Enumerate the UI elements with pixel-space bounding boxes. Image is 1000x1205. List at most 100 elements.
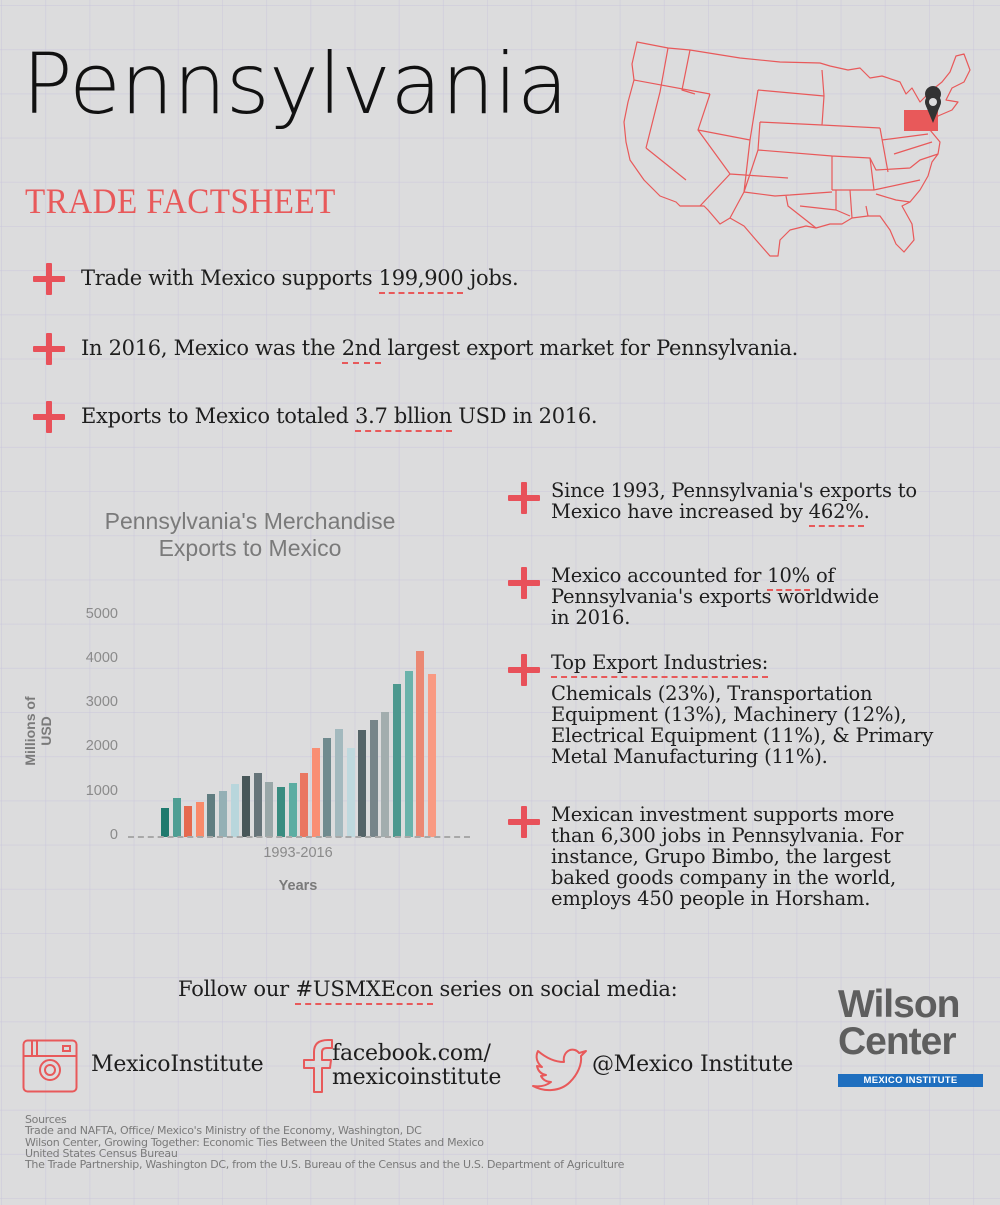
bar-2008 (335, 728, 343, 837)
twitter-handle[interactable]: @Mexico Institute (592, 1052, 794, 1077)
fact-line: instance, Grupo Bimbo, the largest (551, 845, 891, 868)
bar-2005 (300, 773, 309, 837)
fact-text: Mexico accounted for (551, 564, 768, 587)
follow-pre: Follow our (178, 977, 296, 1001)
instagram-handle[interactable]: MexicoInstitute (91, 1052, 264, 1077)
fact-export-growth: Since 1993, Pennsylvania's exports to Me… (508, 479, 978, 527)
fact-text: Mexico have increased by (551, 500, 809, 523)
fact-line: Mexican investment supports more (551, 803, 895, 826)
sources: Sources Trade and NAFTA, Office/ Mexico'… (25, 1113, 624, 1171)
chart-title-line: Pennsylvania's Merchandise (104, 508, 396, 534)
fact-text: jobs. (463, 266, 519, 290)
bar-2015 (416, 651, 425, 837)
sources-heading: Sources (25, 1113, 67, 1126)
bar-2009 (346, 747, 355, 837)
bar-2012 (381, 711, 390, 837)
plus-icon (508, 482, 540, 514)
plus-icon (508, 567, 540, 599)
fact-line: Electrical Equipment (11%), & Primary (551, 724, 934, 747)
fact-text: . (863, 500, 870, 523)
bar-1996 (195, 802, 204, 837)
bar-2003 (277, 787, 285, 837)
bar-2011 (369, 720, 378, 837)
x-tick-label: 1993-2016 (263, 845, 333, 861)
bar-2013 (393, 683, 401, 837)
bar-1993 (161, 807, 169, 837)
y-tick-label: 3000 (85, 694, 118, 711)
fact-exports-total: Exports to Mexico totaled 3.7 bllion USD… (33, 401, 598, 433)
fact-text: Trade with Mexico supports (81, 266, 379, 290)
fact-line: Chemicals (23%), Transportation (551, 682, 873, 705)
fact-text: of (810, 564, 835, 587)
bar-2007 (323, 738, 332, 837)
facebook-icon[interactable] (300, 1038, 334, 1094)
source-item: United States Census Bureau (25, 1146, 178, 1160)
fact-highlight: 462% (808, 500, 864, 527)
fact-line: baked goods company in the world, (551, 866, 897, 889)
facebook-line[interactable]: facebook.com/ (332, 1041, 491, 1066)
bar-2006 (311, 748, 320, 837)
x-axis-baseline (128, 836, 470, 838)
map-pin-icon (925, 86, 942, 123)
plus-icon (33, 401, 65, 433)
y-tick-label: 2000 (85, 738, 118, 755)
pennsylvania-highlight (904, 110, 938, 131)
fact-export-market: In 2016, Mexico was the 2nd largest expo… (33, 333, 798, 365)
y-axis-label: Millions of USD (22, 696, 54, 766)
bar-2001 (253, 773, 262, 837)
fact-mexican-investment: Mexican investment supports more than 6,… (508, 804, 978, 909)
y-tick-label: 0 (109, 827, 118, 843)
plus-icon (508, 806, 540, 838)
plus-icon (508, 654, 540, 686)
plus-icon (33, 263, 65, 295)
fact-text: USD in 2016. (451, 404, 598, 428)
logo-line: Wilson (838, 983, 960, 1026)
source-item: Wilson Center, Growing Together: Economi… (25, 1135, 484, 1149)
page-subtitle: TRADE FACTSHEET (25, 181, 336, 221)
source-item: Trade and NAFTA, Office/ Mexico's Minist… (25, 1124, 422, 1138)
bar-1999 (230, 783, 239, 837)
bar-2004 (288, 783, 297, 837)
wilson-center-logo: Wilson Center (838, 983, 960, 1063)
bar-1994 (172, 798, 181, 837)
fact-highlight: 10% (767, 564, 810, 591)
fact-highlight: 3.7 bllion (355, 404, 452, 432)
fact-line: in 2016. (551, 606, 631, 629)
us-map-icon (623, 41, 971, 257)
bar-2000 (242, 775, 251, 837)
bar-1995 (184, 805, 193, 837)
plus-icon (33, 333, 65, 365)
hashtag[interactable]: #USMXEcon (295, 977, 433, 1005)
fact-line: Equipment (13%), Machinery (12%), (551, 703, 907, 726)
follow-post: series on social media: (433, 977, 678, 1001)
fact-highlight: 2nd (341, 336, 381, 364)
fact-line: Since 1993, Pennsylvania's exports to (551, 479, 917, 502)
facebook-line[interactable]: mexicoinstitute (332, 1065, 502, 1090)
facebook-handle[interactable]: facebook.com/ mexicoinstitute (332, 1042, 501, 1090)
instagram-icon[interactable] (22, 1039, 78, 1093)
fact-text: largest export market for Pennsylvania. (381, 336, 799, 360)
fact-export-share: Mexico accounted for 10% of Pennsylvania… (508, 564, 978, 629)
fact-line: than 6,300 jobs in Pennsylvania. For (551, 824, 904, 847)
fact-text: In 2016, Mexico was the (81, 336, 342, 360)
bar-2016 (427, 673, 436, 837)
fact-jobs: Trade with Mexico supports 199,900 jobs. (33, 263, 519, 295)
bar-2010 (358, 729, 367, 837)
fact-top-industries: Top Export Industries: Chemicals (23%), … (508, 651, 978, 767)
x-axis-label: Years (278, 878, 318, 894)
fact-line: Pennsylvania's exports worldwide (551, 585, 879, 608)
bar-2002 (265, 782, 274, 837)
fact-highlight: 199,900 (378, 266, 464, 294)
fact-line: employs 450 people in Horsham. (551, 887, 871, 910)
bar-1998 (219, 790, 227, 837)
logo-line: Center (838, 1020, 957, 1063)
bar-1997 (207, 793, 216, 837)
y-tick-label: 4000 (85, 649, 118, 666)
twitter-icon[interactable] (530, 1048, 588, 1094)
chart-title: Pennsylvania's Merchandise Exports to Me… (60, 508, 440, 562)
chart-title-line: Exports to Mexico (158, 535, 342, 561)
follow-text: Follow our #USMXEcon series on social me… (178, 977, 678, 1005)
mexico-institute-tag: MEXICO INSTITUTE (838, 1074, 983, 1087)
page-title: Pennsylvania (22, 35, 568, 133)
y-tick-label: 1000 (85, 782, 118, 799)
